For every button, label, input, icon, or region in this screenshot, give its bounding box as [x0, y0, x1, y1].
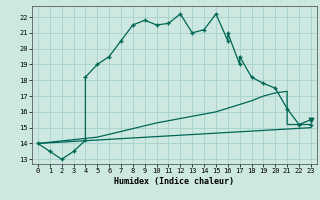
X-axis label: Humidex (Indice chaleur): Humidex (Indice chaleur)	[115, 177, 234, 186]
